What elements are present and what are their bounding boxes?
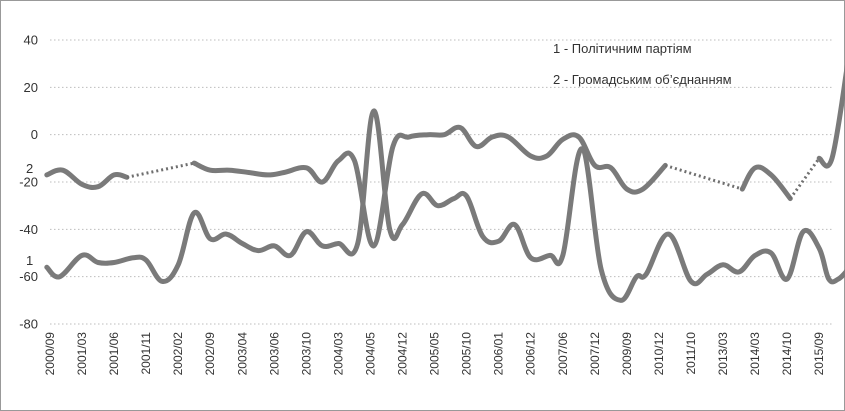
x-tick-label: 2003/04 [235,332,249,376]
x-tick-label: 2001/06 [107,332,121,376]
series-2-line [44,167,130,190]
x-tick-label: 2004/12 [396,332,410,376]
x-tick-label: 2014/10 [780,332,794,376]
series-number-label: 2 [26,161,33,176]
x-tick-label: 2007/12 [588,332,602,376]
axis-layer: -80 -60 -40 -20 0 20 40 2000/09 2001/03 2001/06 20… [19,33,826,376]
y-tick-label: 20 [24,80,38,95]
legend-entry: 1 - Політичним партіям [553,41,692,56]
series-2-gap-line [789,157,821,200]
x-tick-label: 2002/02 [171,332,185,376]
legend-entry: 2 - Громадським об’єднанням [553,72,732,87]
x-tick-label: 2013/03 [716,332,730,376]
x-tick-label: 2006/01 [492,332,506,376]
series-2-line [739,164,793,202]
x-tick-label: 2014/03 [748,332,762,376]
x-tick-label: 2007/06 [556,332,570,376]
x-tick-label: 2003/10 [299,332,313,376]
x-tick-label: 2011/10 [684,332,698,375]
x-tick-label: 2005/10 [460,332,474,376]
x-tick-label: 2006/12 [524,332,538,376]
x-tick-label: 2002/09 [203,332,217,376]
x-tick-label: 2010/12 [652,332,666,376]
series-2-gap-line [126,161,195,179]
series-1 [44,108,845,303]
y-tick-label: -60 [19,269,38,284]
x-tick-label: 2001/03 [75,332,89,376]
x-tick-label: 2003/06 [267,332,281,376]
y-tick-label: 40 [24,33,38,48]
series-2-line [191,124,668,249]
series-1-line [44,108,845,303]
x-tick-label: 2000/09 [43,332,57,376]
legend: 1 - Політичним партіям 2 - Громадським об… [553,41,732,87]
x-tick-label: 2004/05 [363,332,377,376]
y-tick-label: 0 [31,127,38,142]
y-tick-label: -20 [19,175,38,190]
x-tick-label: 2004/03 [331,332,345,376]
series-number-label: 1 [26,253,33,268]
x-tick-label: 2001/11 [139,332,153,375]
y-tick-label: -80 [19,317,38,332]
series-2-gap-line [664,163,743,191]
x-tick-label: 2005/05 [428,332,442,376]
y-tick-label: -40 [19,222,38,237]
x-tick-label: 2009/09 [620,332,634,376]
x-tick-label: 2015/09 [812,332,826,376]
